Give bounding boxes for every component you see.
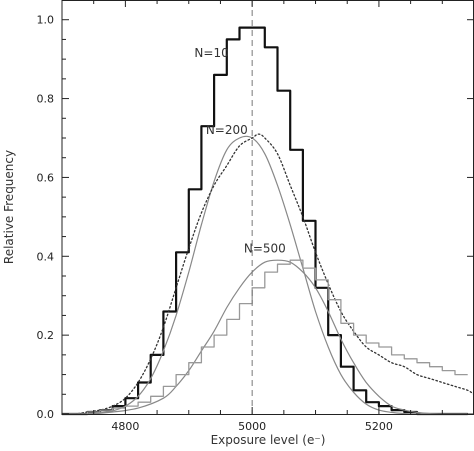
curve-label: N=500	[244, 241, 286, 255]
y-tick-label: 0.8	[37, 93, 55, 106]
x-tick-label: 5000	[238, 420, 266, 433]
series-line-5	[62, 259, 468, 415]
ticks-layer: 0.0 0.2 0.4 0.6 0.8 1.0 4800 5000 5200	[37, 0, 474, 433]
y-tick-label: 1.0	[37, 14, 55, 27]
series-layer	[61, 26, 474, 416]
series-line-3	[61, 133, 474, 415]
curve-label: N=200	[206, 123, 248, 137]
plot-frame	[61, 0, 474, 415]
x-tick-label: 4800	[111, 420, 139, 433]
y-tick-label: 0.6	[37, 171, 55, 184]
x-tick-label: 5200	[365, 420, 393, 433]
y-tick-label: 0.4	[37, 250, 55, 263]
y-tick-label: 0.0	[37, 408, 55, 421]
series-line-2	[61, 135, 468, 415]
curve-label: N=10	[194, 46, 228, 60]
x-axis-title: Exposure level (e⁻)	[211, 433, 326, 447]
series-line-1	[62, 26, 468, 416]
y-tick-label: 0.2	[37, 329, 55, 342]
annotations-layer: N=10 N=200 N=500	[194, 46, 285, 255]
y-axis-title: Relative Frequency	[2, 150, 16, 264]
series-line-4	[61, 259, 443, 415]
